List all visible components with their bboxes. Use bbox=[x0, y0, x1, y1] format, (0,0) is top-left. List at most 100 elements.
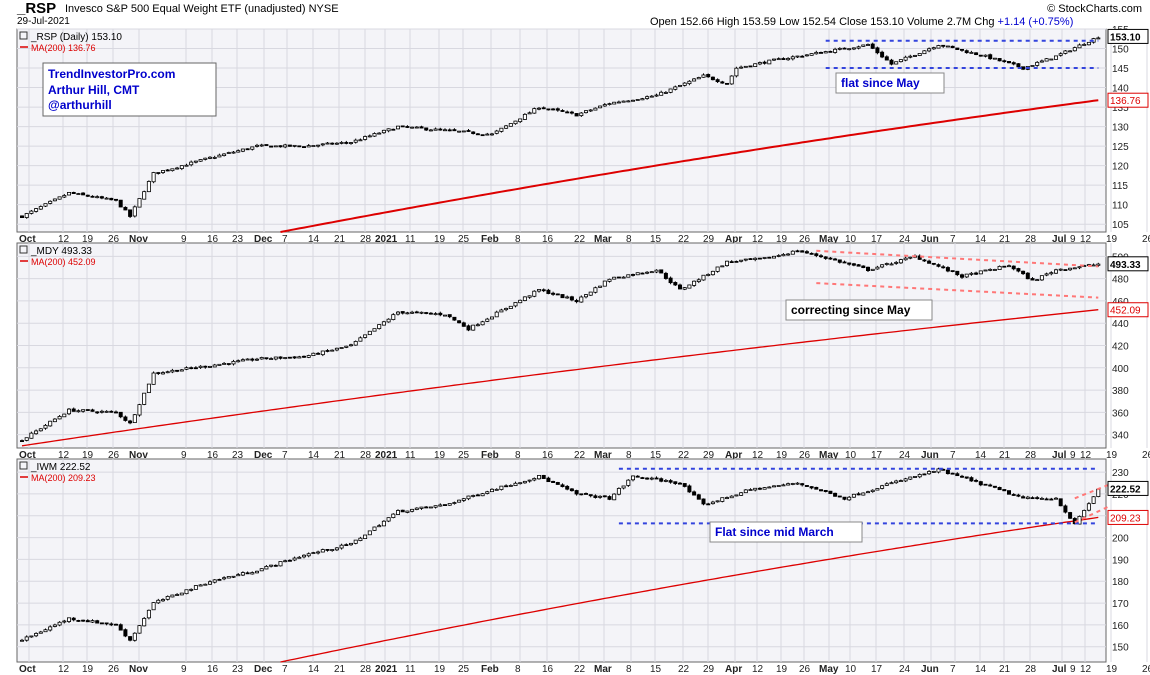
x-tick-label: 22 bbox=[678, 664, 690, 675]
candle-body bbox=[527, 112, 532, 115]
candle-body bbox=[790, 250, 795, 255]
ma-line bbox=[280, 516, 1099, 663]
candle-body bbox=[240, 572, 245, 576]
candle-body bbox=[151, 602, 156, 611]
candle-body bbox=[447, 503, 452, 506]
candle-body bbox=[692, 491, 697, 496]
candle-body bbox=[1039, 275, 1044, 281]
candle-body bbox=[1035, 497, 1040, 499]
x-tick-label: 9 bbox=[1070, 234, 1076, 245]
candle-body bbox=[179, 165, 184, 169]
candle-body bbox=[584, 294, 589, 298]
candle-body bbox=[461, 498, 466, 501]
candle-body bbox=[405, 510, 410, 513]
red-trend-line bbox=[1074, 506, 1109, 524]
candle-body bbox=[1086, 503, 1091, 511]
x-tick-label: 21 bbox=[999, 450, 1011, 461]
candle-body bbox=[156, 172, 161, 174]
x-tick-label: 14 bbox=[975, 664, 987, 675]
candle-body bbox=[649, 477, 654, 480]
candle-body bbox=[569, 111, 574, 114]
candle-body bbox=[739, 259, 744, 262]
x-tick-label: 21 bbox=[334, 234, 346, 245]
candle-body bbox=[621, 276, 626, 279]
candle-body bbox=[1016, 494, 1021, 497]
candle-body bbox=[574, 113, 579, 117]
candle-body bbox=[720, 81, 725, 84]
candle-body bbox=[287, 144, 292, 147]
candle-body bbox=[635, 99, 640, 101]
candle-body bbox=[861, 265, 866, 269]
candle-body bbox=[311, 552, 316, 554]
panel-frame bbox=[16, 28, 1107, 233]
x-tick-label: 29 bbox=[703, 450, 715, 461]
close-value: 153.10 bbox=[870, 16, 904, 28]
x-tick-label: Apr bbox=[725, 234, 742, 245]
candle-body bbox=[532, 478, 537, 481]
candle-body bbox=[447, 129, 452, 132]
candle-body bbox=[574, 300, 579, 303]
candle-body bbox=[363, 334, 368, 338]
candle-body bbox=[128, 209, 133, 217]
x-tick-label: 19 bbox=[776, 664, 788, 675]
candle-body bbox=[43, 629, 48, 633]
candle-body bbox=[95, 196, 100, 199]
x-tick-label: 12 bbox=[752, 450, 764, 461]
candle-body bbox=[725, 82, 730, 85]
candle-body bbox=[38, 428, 43, 432]
candle-body bbox=[471, 131, 476, 134]
x-tick-label: 28 bbox=[1025, 234, 1037, 245]
ma-line bbox=[21, 309, 1099, 447]
candle-body bbox=[306, 553, 311, 557]
candle-body bbox=[579, 296, 584, 303]
watermark: TrendInvestorPro.com Arthur Hill, CMT@art… bbox=[42, 62, 217, 117]
candle-body bbox=[950, 472, 955, 475]
candle-body bbox=[203, 157, 208, 160]
annotation-box bbox=[785, 299, 933, 321]
x-tick-label: 24 bbox=[899, 234, 911, 245]
ma-value-label: 209.23 bbox=[1110, 513, 1141, 524]
candle-body bbox=[316, 144, 321, 147]
x-tick-label: 12 bbox=[752, 234, 764, 245]
candle-body bbox=[353, 341, 358, 346]
candle-body bbox=[720, 265, 725, 268]
candle-body bbox=[236, 150, 241, 153]
x-tick-label: 22 bbox=[678, 234, 690, 245]
candle-body bbox=[34, 430, 39, 435]
x-tick-label: May bbox=[819, 234, 839, 245]
x-tick-label: 12 bbox=[1080, 450, 1092, 461]
candle-body bbox=[48, 200, 53, 204]
candle-body bbox=[527, 479, 532, 482]
last-price-box bbox=[1107, 28, 1149, 44]
candle-body bbox=[212, 579, 217, 583]
x-tick-label: 8 bbox=[515, 450, 521, 461]
candle-body bbox=[974, 480, 979, 482]
candle-body bbox=[334, 347, 339, 351]
x-tick-label: Oct bbox=[19, 234, 36, 245]
candle-body bbox=[537, 289, 542, 292]
x-tick-label: 7 bbox=[950, 664, 956, 675]
candle-body bbox=[743, 258, 748, 261]
candle-body bbox=[1025, 496, 1030, 499]
candle-body bbox=[316, 352, 321, 355]
x-tick-label: 25 bbox=[458, 234, 470, 245]
candle-body bbox=[880, 264, 885, 268]
candle-body bbox=[964, 476, 969, 479]
candle-body bbox=[645, 477, 650, 480]
candle-body bbox=[146, 383, 151, 394]
candle-body bbox=[687, 284, 692, 289]
candle-body bbox=[795, 482, 800, 485]
candle-body bbox=[485, 133, 490, 136]
x-tick-label: Oct bbox=[19, 450, 36, 461]
x-tick-label: 24 bbox=[899, 664, 911, 675]
y-tick-label: 190 bbox=[1112, 555, 1129, 566]
candle-body bbox=[85, 409, 90, 411]
candle-body bbox=[170, 168, 175, 172]
candle-body bbox=[598, 105, 603, 109]
x-tick-label: 9 bbox=[1070, 450, 1076, 461]
candle-body bbox=[254, 144, 259, 147]
candle-body bbox=[894, 262, 899, 264]
candle-body bbox=[560, 294, 565, 299]
x-tick-label: 22 bbox=[574, 234, 586, 245]
candle-body bbox=[377, 324, 382, 330]
